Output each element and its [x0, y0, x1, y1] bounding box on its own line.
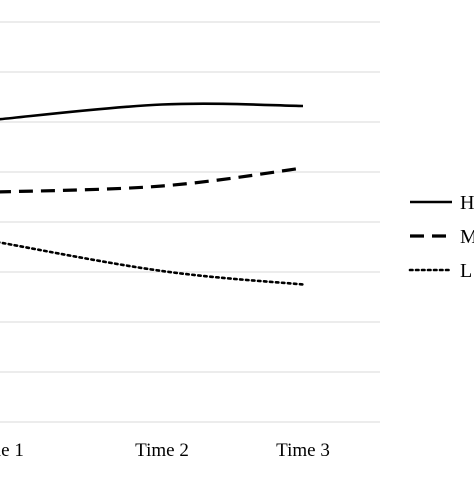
series-line-M: [0, 166, 304, 194]
x-tick-label: Time 3: [276, 440, 330, 461]
series-lines: [0, 102, 305, 286]
legend-label-M: M: [460, 226, 474, 248]
legend-label-L: L: [460, 260, 472, 282]
series-line-L: [0, 241, 305, 286]
x-tick-label: Time 1: [0, 440, 24, 461]
series-line-H: [0, 102, 304, 121]
x-tick-label: Time 2: [135, 440, 189, 461]
gridlines: [0, 21, 380, 423]
legend-label-H: H: [460, 192, 474, 214]
legend: HML: [408, 192, 474, 282]
x-axis-ticks: Time 1 Time 2 Time 3: [0, 440, 330, 461]
